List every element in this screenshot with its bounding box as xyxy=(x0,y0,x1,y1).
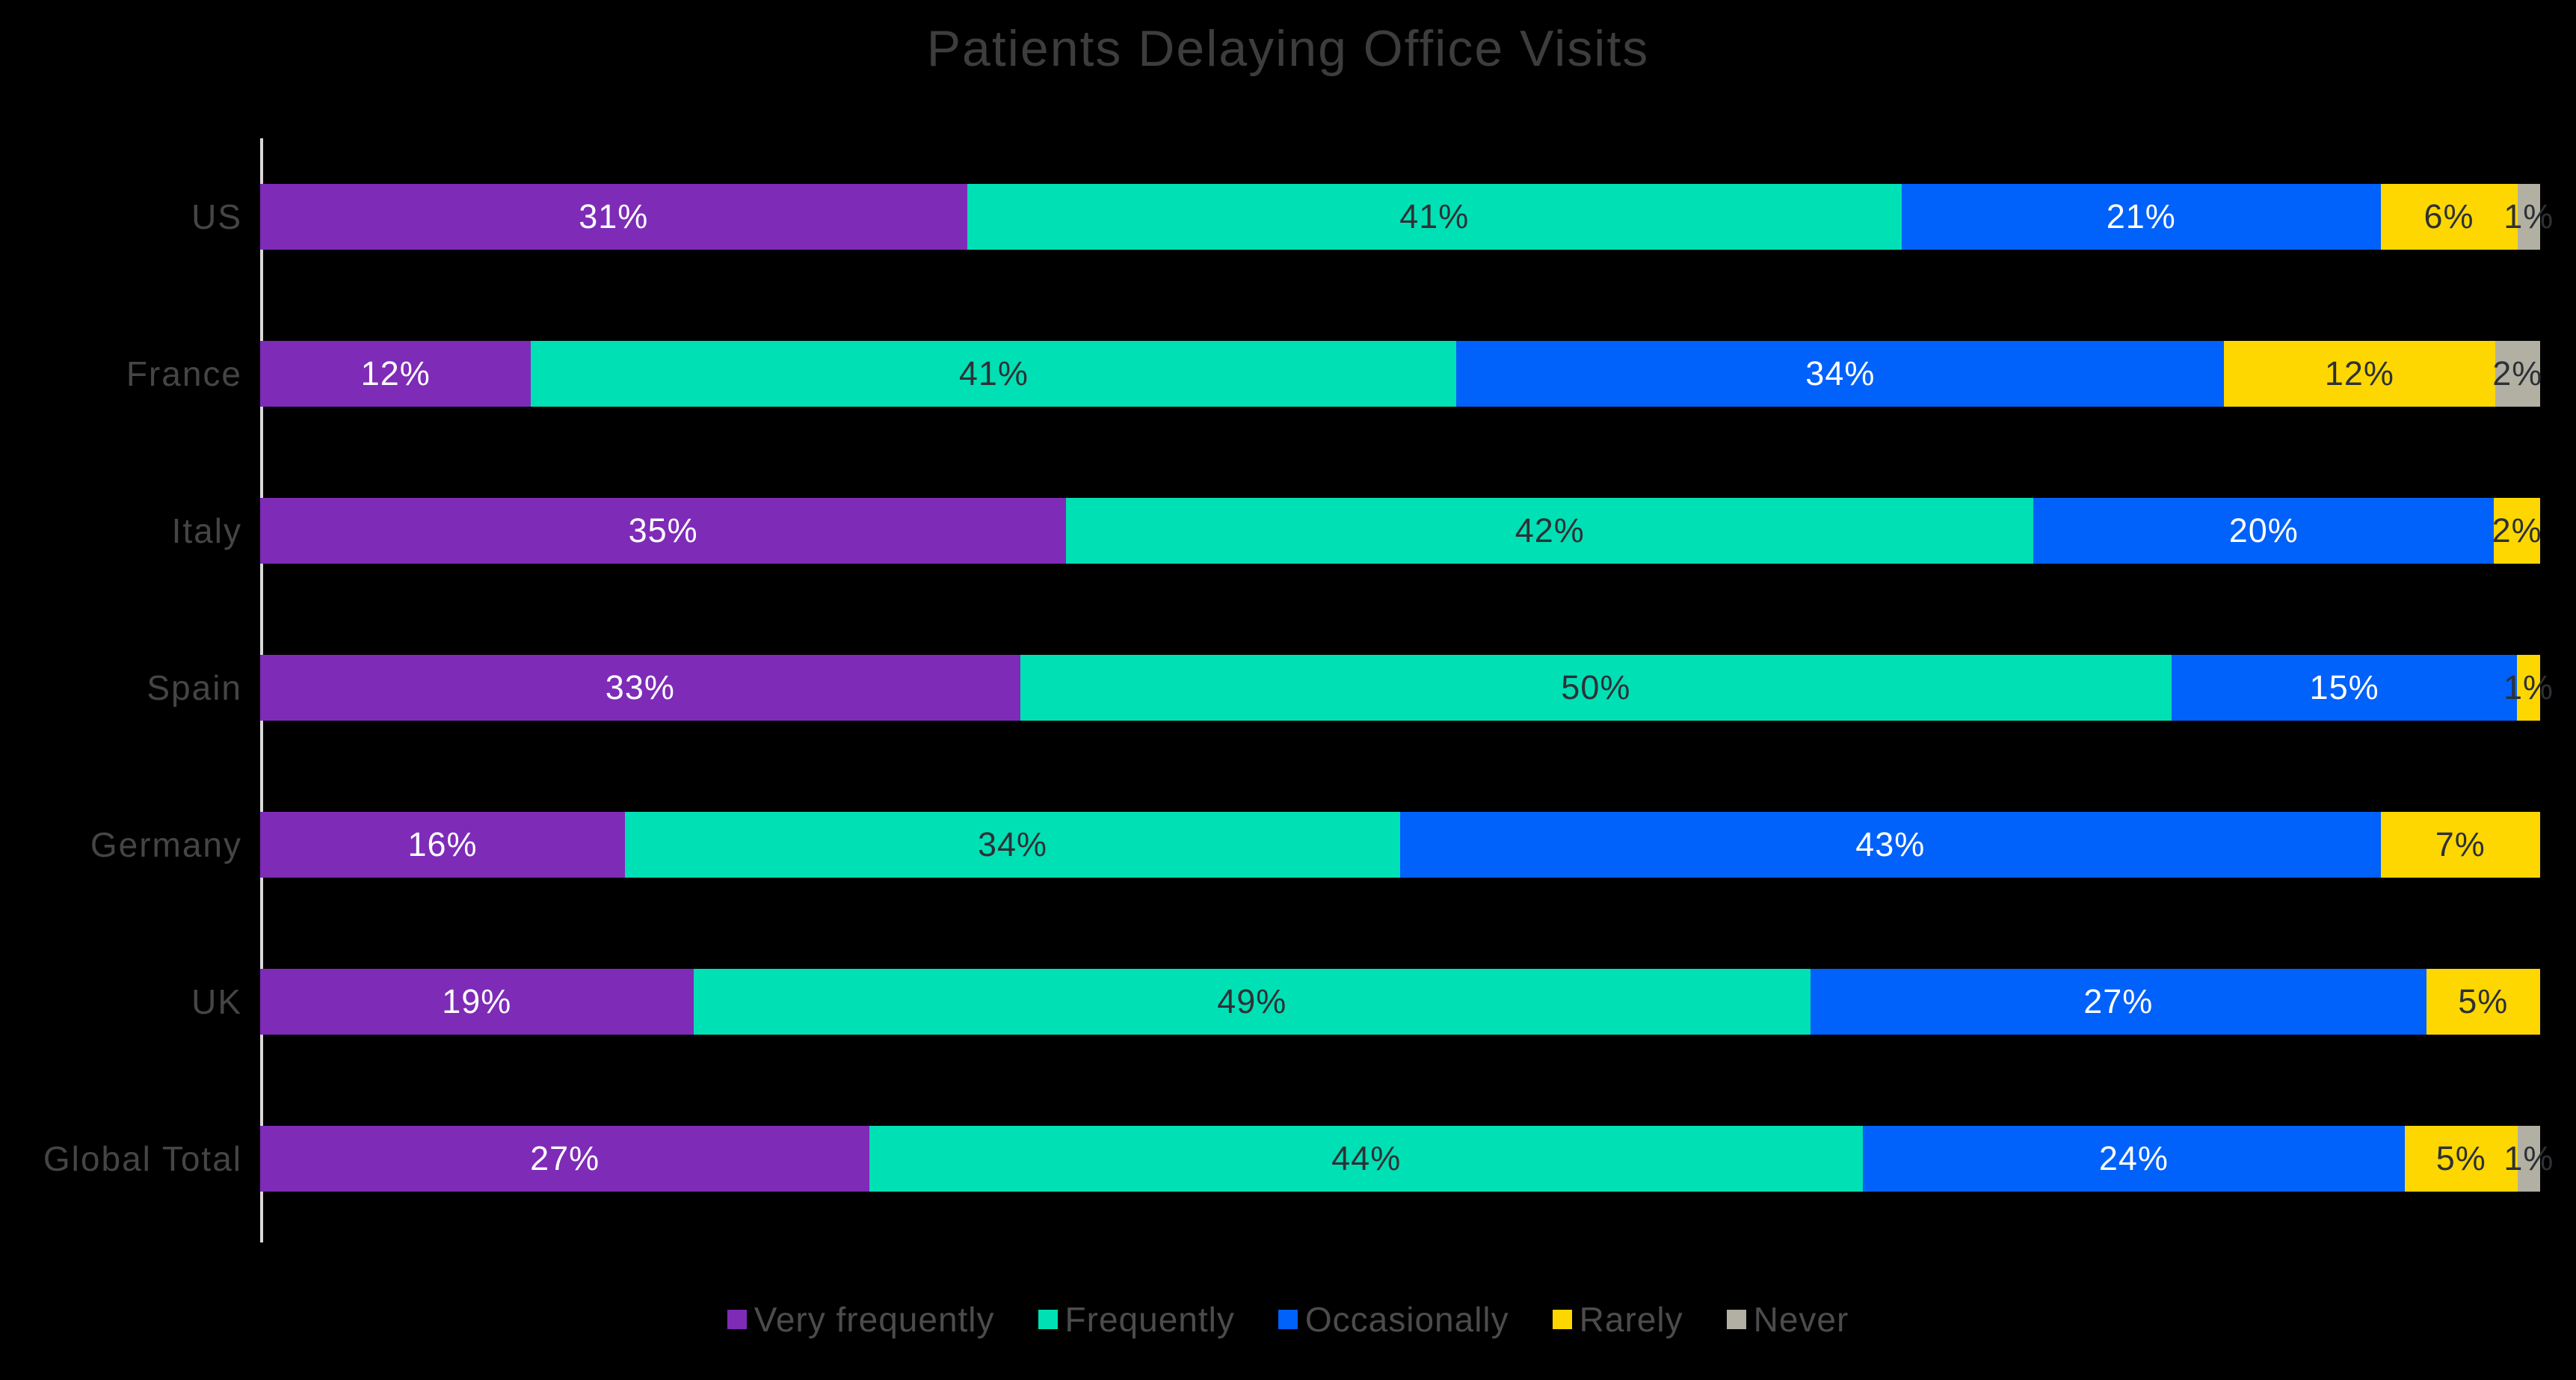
bar-segment-rarely[interactable]: 5% xyxy=(2404,1126,2518,1192)
bar-segment-occasionally[interactable]: 34% xyxy=(1456,341,2225,407)
bar-segment-frequently[interactable]: 41% xyxy=(967,184,1902,250)
legend-label: Occasionally xyxy=(1304,1300,1509,1339)
bar-segment-rarely[interactable]: 1% xyxy=(2503,655,2553,721)
value-label: 15% xyxy=(2309,668,2379,706)
bar-segment-occasionally[interactable]: 27% xyxy=(1811,969,2426,1035)
bar-segment-rarely[interactable]: 5% xyxy=(2426,969,2540,1035)
bar-segment-frequently[interactable]: 50% xyxy=(1020,655,2172,721)
bar-segment-occasionally[interactable]: 15% xyxy=(2172,655,2518,721)
bar-track: 19% 49% 27% 5% xyxy=(260,969,2540,1035)
bar-segment-very-frequently[interactable]: 33% xyxy=(260,655,1020,721)
bar-segment-frequently[interactable]: 44% xyxy=(869,1126,1864,1192)
value-label: 50% xyxy=(1561,668,1631,706)
bar-track: 12% 41% 34% 12% 2% xyxy=(260,341,2543,407)
bar-segment-rarely[interactable]: 7% xyxy=(2380,812,2540,878)
bar-row-uk: UK 19% 49% 27% 5% xyxy=(0,923,2576,1080)
value-label: 20% xyxy=(2228,511,2299,549)
bar-segment-never[interactable]: 2% xyxy=(2492,341,2543,407)
legend-label: Rarely xyxy=(1579,1300,1683,1339)
bar-segment-frequently[interactable]: 34% xyxy=(625,812,1400,878)
bar-segment-never[interactable]: 1% xyxy=(2503,1126,2553,1192)
category-label-us: US xyxy=(191,197,242,236)
value-label: 42% xyxy=(1515,511,1585,549)
value-label: 19% xyxy=(442,982,512,1020)
bar-segment-rarely[interactable]: 6% xyxy=(2380,184,2518,250)
bar-segment-very-frequently[interactable]: 16% xyxy=(260,812,625,878)
legend-swatch-never xyxy=(1726,1310,1746,1329)
category-label-spain: Spain xyxy=(147,668,242,707)
value-label: 31% xyxy=(579,197,649,235)
bar-segment-rarely[interactable]: 2% xyxy=(2492,498,2542,564)
bar-segment-frequently[interactable]: 42% xyxy=(1066,498,2034,564)
bar-row-france: France 12% 41% 34% 12% 2% xyxy=(0,295,2576,452)
value-label: 34% xyxy=(1805,354,1876,392)
legend: Very frequently Frequently Occasionally Rar… xyxy=(0,1299,2576,1340)
value-label: 12% xyxy=(2324,354,2394,392)
bar-track: 27% 44% 24% 5% 1% xyxy=(260,1126,2553,1192)
rows: US 31% 41% 21% 6% 1% France 12% 41% 34% 12% 2% Italy… xyxy=(0,138,2576,1237)
bar-segment-very-frequently[interactable]: 35% xyxy=(260,498,1067,564)
category-label-germany: Germany xyxy=(90,825,242,864)
category-label-uk: UK xyxy=(191,982,242,1021)
bar-segment-occasionally[interactable]: 20% xyxy=(2033,498,2495,564)
legend-label: Very frequently xyxy=(754,1300,995,1339)
bar-segment-never[interactable]: 1% xyxy=(2503,184,2553,250)
value-label: 2% xyxy=(2492,354,2543,392)
bar-track: 35% 42% 20% 2% xyxy=(260,498,2542,564)
bar-row-us: US 31% 41% 21% 6% 1% xyxy=(0,138,2576,295)
value-label: 24% xyxy=(2098,1139,2169,1177)
legend-item-rarely[interactable]: Rarely xyxy=(1552,1299,1683,1340)
legend-item-occasionally[interactable]: Occasionally xyxy=(1278,1299,1509,1340)
legend-swatch-rarely xyxy=(1552,1310,1572,1329)
bar-track: 31% 41% 21% 6% 1% xyxy=(260,184,2553,250)
value-label: 6% xyxy=(2424,197,2474,235)
category-label-italy: Italy xyxy=(171,511,242,550)
bar-segment-very-frequently[interactable]: 19% xyxy=(260,969,694,1035)
legend-item-never[interactable]: Never xyxy=(1726,1299,1849,1340)
category-label-france: France xyxy=(126,354,242,393)
value-label: 34% xyxy=(977,825,1048,863)
bar-segment-frequently[interactable]: 49% xyxy=(693,969,1811,1035)
bar-row-spain: Spain 33% 50% 15% 1% xyxy=(0,609,2576,766)
value-label: 44% xyxy=(1331,1139,1402,1177)
bar-row-global-total: Global Total 27% 44% 24% 5% 1% xyxy=(0,1080,2576,1237)
legend-label: Frequently xyxy=(1064,1300,1235,1339)
value-label: 7% xyxy=(2435,825,2486,863)
bar-segment-very-frequently[interactable]: 31% xyxy=(260,184,967,250)
bar-segment-occasionally[interactable]: 43% xyxy=(1400,812,2381,878)
value-label: 43% xyxy=(1855,825,1926,863)
bar-segment-occasionally[interactable]: 24% xyxy=(1863,1126,2405,1192)
chart-title: Patients Delaying Office Visits xyxy=(926,20,1650,77)
value-label: 35% xyxy=(628,511,698,549)
bar-segment-frequently[interactable]: 41% xyxy=(531,341,1457,407)
value-label: 12% xyxy=(360,354,431,392)
legend-label: Never xyxy=(1753,1300,1849,1339)
value-label: 5% xyxy=(2458,982,2509,1020)
legend-swatch-occasionally xyxy=(1278,1310,1298,1329)
bar-track: 16% 34% 43% 7% xyxy=(260,812,2540,878)
bar-segment-occasionally[interactable]: 21% xyxy=(1902,184,2381,250)
legend-item-very-frequently[interactable]: Very frequently xyxy=(727,1299,995,1340)
value-label: 27% xyxy=(2083,982,2154,1020)
bar-segment-rarely[interactable]: 12% xyxy=(2224,341,2495,407)
value-label: 49% xyxy=(1217,982,1287,1020)
bar-row-germany: Germany 16% 34% 43% 7% xyxy=(0,766,2576,923)
value-label: 5% xyxy=(2435,1139,2486,1177)
value-label: 41% xyxy=(1399,197,1470,235)
legend-swatch-very-frequently xyxy=(727,1310,747,1329)
value-label: 33% xyxy=(605,668,675,706)
bar-row-italy: Italy 35% 42% 20% 2% xyxy=(0,452,2576,609)
value-label: 21% xyxy=(2106,197,2176,235)
legend-item-frequently[interactable]: Frequently xyxy=(1038,1299,1235,1340)
bar-segment-very-frequently[interactable]: 12% xyxy=(260,341,531,407)
value-label: 2% xyxy=(2492,511,2542,549)
value-label: 27% xyxy=(530,1139,600,1177)
category-label-global-total: Global Total xyxy=(43,1139,242,1178)
legend-swatch-frequently xyxy=(1038,1310,1058,1329)
value-label: 41% xyxy=(958,354,1029,392)
bar-segment-very-frequently[interactable]: 27% xyxy=(260,1126,870,1192)
value-label: 16% xyxy=(407,825,478,863)
bar-track: 33% 50% 15% 1% xyxy=(260,655,2553,721)
